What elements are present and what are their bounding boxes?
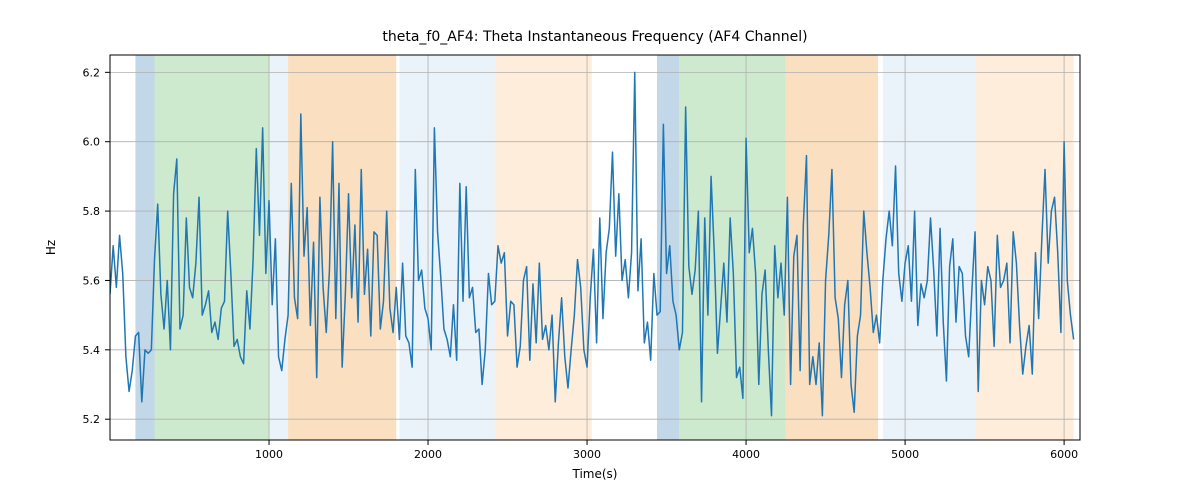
y-tick-label: 6.0 <box>83 136 101 149</box>
y-tick-label: 5.8 <box>83 205 101 218</box>
chart-title: theta_f0_AF4: Theta Instantaneous Freque… <box>382 29 807 45</box>
x-axis-label: Time(s) <box>572 467 618 481</box>
x-tick-label: 5000 <box>891 448 919 461</box>
y-tick-label: 5.4 <box>83 344 101 357</box>
chart-svg: 1000 2000 3000 4000 5000 6000 5.2 5.4 5.6 5.8 6.0… <box>0 0 1200 500</box>
y-tick-label: 5.6 <box>83 274 101 287</box>
y-axis-label: Hz <box>44 240 58 255</box>
x-tick-labels: 1000 2000 3000 4000 5000 6000 <box>255 448 1078 461</box>
x-tick-label: 3000 <box>573 448 601 461</box>
y-tick-labels: 5.2 5.4 5.6 5.8 6.0 6.2 <box>83 66 101 426</box>
x-tick-label: 1000 <box>255 448 283 461</box>
x-tick-label: 6000 <box>1050 448 1078 461</box>
x-tick-label: 2000 <box>414 448 442 461</box>
chart-container: 1000 2000 3000 4000 5000 6000 5.2 5.4 5.6 5.8 6.0… <box>0 0 1200 500</box>
y-tick-label: 6.2 <box>83 66 101 79</box>
x-tick-label: 4000 <box>732 448 760 461</box>
y-tick-label: 5.2 <box>83 413 101 426</box>
